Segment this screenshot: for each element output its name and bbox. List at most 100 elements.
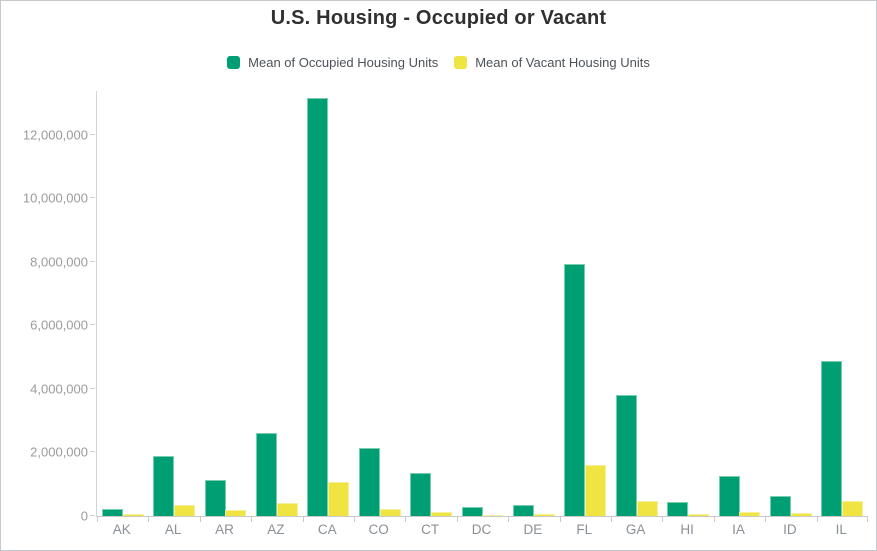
bar-vacant-AL[interactable] bbox=[174, 504, 196, 516]
x-axis-label-HI: HI bbox=[680, 522, 694, 537]
category-slot-DE bbox=[508, 91, 559, 516]
y-tick-label: 2,000,000 bbox=[30, 444, 88, 460]
bar-vacant-CA[interactable] bbox=[328, 481, 350, 516]
bar-vacant-IL[interactable] bbox=[842, 501, 864, 516]
bar-vacant-CO[interactable] bbox=[379, 509, 401, 516]
legend-label-occupied: Mean of Occupied Housing Units bbox=[248, 55, 439, 70]
plot-area bbox=[90, 91, 868, 522]
bar-vacant-DC[interactable] bbox=[482, 514, 504, 516]
x-tick-mark bbox=[713, 517, 715, 522]
bar-occupied-AZ[interactable] bbox=[255, 433, 277, 516]
x-tick-mark bbox=[559, 517, 561, 522]
bar-occupied-DC[interactable] bbox=[461, 507, 483, 516]
y-tick-mark bbox=[90, 451, 95, 453]
y-tick-label: 8,000,000 bbox=[30, 254, 88, 270]
bar-occupied-FL[interactable] bbox=[564, 263, 586, 516]
x-tick-mark bbox=[456, 517, 458, 522]
y-tick-mark bbox=[90, 197, 95, 199]
x-axis-label-IA: IA bbox=[732, 522, 745, 537]
vacant-series-swatch-icon bbox=[454, 56, 468, 69]
bar-occupied-ID[interactable] bbox=[769, 496, 791, 516]
y-tick-mark bbox=[90, 260, 95, 262]
category-slot-HI bbox=[662, 91, 713, 516]
bar-occupied-CA[interactable] bbox=[307, 98, 329, 516]
category-slot-IL bbox=[817, 91, 868, 516]
x-axis-label-FL: FL bbox=[576, 522, 593, 537]
bar-vacant-AR[interactable] bbox=[225, 510, 247, 516]
x-axis-labels: AK AL AR AZ CA CO CT DC DE FL GA HI IA ID IL bbox=[96, 522, 867, 542]
x-tick-mark bbox=[508, 517, 510, 522]
x-tick-mark bbox=[353, 517, 355, 522]
x-axis-label-CA: CA bbox=[317, 522, 337, 537]
bar-occupied-AR[interactable] bbox=[204, 479, 226, 516]
category-slot-CT bbox=[405, 91, 456, 516]
bar-vacant-ID[interactable] bbox=[790, 513, 812, 516]
y-tick-label: 10,000,000 bbox=[22, 190, 88, 206]
bar-vacant-HI[interactable] bbox=[688, 513, 710, 516]
bar-occupied-IA[interactable] bbox=[718, 476, 740, 516]
category-slot-GA bbox=[611, 91, 662, 516]
x-axis-label-CT: CT bbox=[421, 522, 440, 537]
category-slot-AL bbox=[148, 91, 199, 516]
x-axis-label-GA: GA bbox=[625, 522, 646, 537]
bar-occupied-AK[interactable] bbox=[101, 508, 123, 516]
x-tick-mark bbox=[867, 517, 868, 522]
y-tick-mark bbox=[90, 324, 95, 326]
bar-vacant-FL[interactable] bbox=[585, 464, 607, 516]
bar-vacant-AK[interactable] bbox=[122, 514, 144, 516]
x-tick-mark bbox=[816, 517, 818, 522]
y-tick-label: 4,000,000 bbox=[30, 381, 88, 397]
legend-item-occupied[interactable]: Mean of Occupied Housing Units bbox=[227, 55, 438, 70]
x-tick-mark bbox=[405, 517, 407, 522]
occupied-series-swatch-icon bbox=[227, 56, 241, 69]
bar-vacant-DE[interactable] bbox=[533, 514, 555, 516]
bar-occupied-GA[interactable] bbox=[615, 394, 637, 516]
x-axis-label-AK: AK bbox=[112, 522, 131, 537]
y-tick-label: 12,000,000 bbox=[22, 127, 88, 143]
legend-label-vacant: Mean of Vacant Housing Units bbox=[475, 55, 650, 70]
bar-occupied-DE[interactable] bbox=[512, 505, 534, 516]
bar-occupied-CO[interactable] bbox=[358, 448, 380, 516]
legend: Mean of Occupied Housing Units Mean of V… bbox=[1, 55, 876, 70]
x-axis-label-AZ: AZ bbox=[267, 522, 285, 537]
y-tick-mark bbox=[90, 133, 95, 135]
bar-vacant-GA[interactable] bbox=[636, 501, 658, 516]
chart-title: U.S. Housing - Occupied or Vacant bbox=[270, 7, 607, 29]
bar-vacant-AZ[interactable] bbox=[276, 503, 298, 516]
x-tick-mark bbox=[765, 517, 767, 522]
category-slot-AR bbox=[200, 91, 251, 516]
x-tick-mark bbox=[97, 517, 98, 522]
x-axis-label-IL: IL bbox=[835, 522, 847, 537]
x-tick-mark bbox=[251, 517, 253, 522]
x-axis-label-CO: CO bbox=[368, 522, 389, 537]
x-axis-label-AR: AR bbox=[215, 522, 234, 537]
x-axis-label-DE: DE bbox=[523, 522, 543, 537]
x-tick-mark bbox=[302, 517, 304, 522]
x-axis-label-ID: ID bbox=[783, 522, 797, 537]
x-tick-mark bbox=[148, 517, 150, 522]
y-tick-mark bbox=[90, 515, 95, 516]
category-slot-AZ bbox=[251, 91, 302, 516]
category-slot-CO bbox=[354, 91, 405, 516]
y-axis-labels: 0 2,000,000 4,000,000 6,000,000 8,000,000 10,… bbox=[1, 91, 88, 523]
x-axis-label-AL: AL bbox=[164, 522, 182, 537]
bar-occupied-IL[interactable] bbox=[821, 361, 843, 516]
x-tick-mark bbox=[610, 517, 612, 522]
category-slot-DC bbox=[457, 91, 508, 516]
bar-occupied-AL[interactable] bbox=[153, 456, 175, 516]
bar-occupied-CT[interactable] bbox=[410, 472, 432, 516]
bar-occupied-HI[interactable] bbox=[667, 501, 689, 516]
y-tick-label: 0 bbox=[80, 508, 88, 524]
x-tick-mark bbox=[199, 517, 201, 522]
legend-item-vacant[interactable]: Mean of Vacant Housing Units bbox=[454, 55, 650, 70]
bar-vacant-IA[interactable] bbox=[739, 511, 761, 516]
category-slot-AK bbox=[97, 91, 148, 516]
y-tick-label: 6,000,000 bbox=[30, 317, 88, 333]
category-slot-FL bbox=[560, 91, 611, 516]
x-axis-label-DC: DC bbox=[471, 522, 492, 537]
bar-vacant-CT[interactable] bbox=[431, 512, 453, 516]
x-tick-mark bbox=[662, 517, 664, 522]
category-slot-ID bbox=[765, 91, 816, 516]
category-slot-CA bbox=[303, 91, 354, 516]
